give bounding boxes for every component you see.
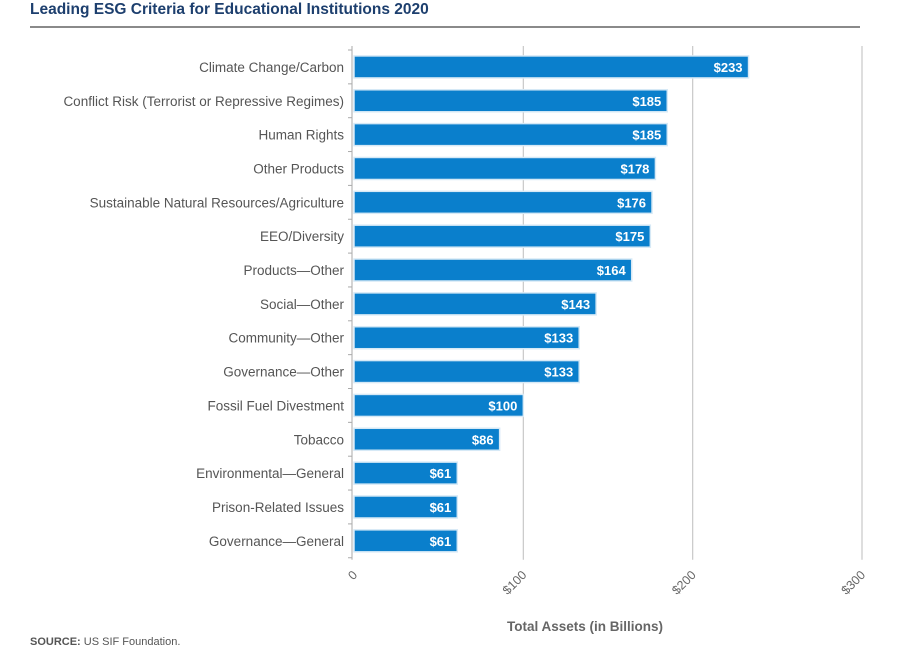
bar (353, 122, 669, 147)
bar (353, 529, 459, 553)
data-label: $233 (714, 60, 743, 75)
bar (353, 258, 633, 282)
data-label: $164 (597, 263, 627, 278)
category-label: Governance—General (209, 534, 344, 549)
bar (353, 359, 580, 384)
category-label: Environmental—General (196, 466, 344, 481)
source-note: SOURCE: US SIF Foundation. (30, 636, 180, 648)
category-label: EEO/Diversity (260, 229, 344, 244)
source-text: US SIF Foundation. (83, 636, 181, 648)
data-label: $100 (488, 398, 517, 413)
category-label: Community—Other (228, 331, 344, 346)
data-label: $175 (615, 229, 644, 244)
data-label: $185 (632, 94, 661, 109)
data-label: $178 (620, 161, 649, 176)
category-label: Sustainable Natural Resources/Agricultur… (90, 195, 344, 210)
category-label: Tobacco (294, 432, 344, 447)
x-tick-label: $300 (839, 568, 869, 598)
bar (353, 55, 750, 79)
data-label: $185 (632, 128, 661, 143)
x-tick-label: $200 (669, 568, 699, 598)
data-label: $133 (544, 365, 573, 380)
title-divider (30, 26, 860, 28)
category-label: Products—Other (243, 263, 344, 278)
category-label: Conflict Risk (Terrorist or Repressive R… (63, 94, 344, 109)
category-label: Prison-Related Issues (212, 500, 344, 515)
category-label: Social—Other (260, 297, 345, 312)
x-tick-label: 0 (345, 568, 360, 583)
data-label: $61 (430, 534, 452, 549)
bar (353, 292, 597, 316)
category-label: Other Products (253, 161, 344, 176)
source-label: SOURCE: (30, 636, 81, 648)
data-label: $61 (430, 466, 452, 481)
bar (353, 190, 653, 215)
bar (353, 325, 580, 350)
bar (353, 495, 459, 519)
chart-title: Leading ESG Criteria for Educational Ins… (30, 1, 429, 18)
category-label: Climate Change/Carbon (199, 60, 344, 75)
bar (353, 89, 669, 113)
data-label: $133 (544, 331, 573, 346)
x-axis-label: Total Assets (in Billions) (507, 619, 664, 634)
bar (353, 224, 652, 248)
bar (353, 427, 501, 452)
x-tick-label: $100 (500, 568, 530, 598)
category-label: Human Rights (258, 128, 344, 143)
data-label: $176 (617, 195, 646, 210)
data-label: $143 (561, 297, 590, 312)
category-label: Governance—Other (223, 365, 344, 380)
bar (353, 156, 657, 181)
data-label: $61 (430, 500, 452, 515)
data-label: $86 (472, 432, 494, 447)
bar (353, 393, 525, 418)
bar (353, 461, 459, 485)
category-label: Fossil Fuel Divestment (207, 398, 344, 413)
